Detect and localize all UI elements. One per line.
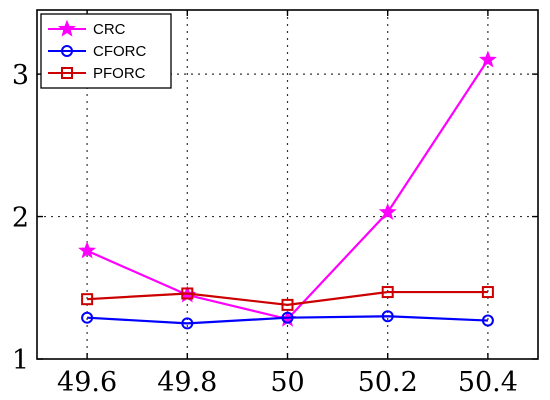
data-point-marker (181, 287, 194, 300)
y-tick-label: 1 (12, 345, 29, 376)
data-point-marker (381, 310, 394, 323)
series-line (87, 290, 488, 306)
series-line (87, 315, 488, 325)
legend-label: PFORC (93, 65, 146, 82)
x-tick-label: 50.4 (458, 367, 518, 398)
legend-label: CRC (93, 21, 126, 38)
axes: 49.6 49.8 50 50.2 50.4 1 2 3 (12, 10, 538, 398)
data-point-marker (81, 293, 94, 306)
series-pforc (81, 286, 494, 311)
legend: CRC CFORC PFORC (40, 13, 172, 89)
x-tick-label: 49.6 (57, 367, 117, 398)
x-tick-label: 50 (270, 367, 304, 398)
data-point-marker (478, 50, 497, 68)
legend-entry: CFORC (48, 43, 146, 60)
series-cforc (81, 310, 494, 330)
legend-entry: PFORC (48, 65, 146, 82)
legend-marker (61, 67, 73, 79)
data-point-marker (378, 202, 397, 220)
legend-marker (58, 19, 76, 37)
y-tick-label: 3 (12, 60, 29, 91)
y-tick-label: 2 (12, 203, 29, 234)
data-point-marker (181, 317, 194, 330)
x-tick-label: 50.2 (358, 367, 418, 398)
legend-marker (61, 45, 73, 57)
legend-label: CFORC (93, 43, 146, 60)
series-layer (78, 50, 497, 330)
series-line (86, 59, 489, 321)
data-point-marker (281, 298, 294, 311)
x-tick-label: 49.8 (157, 367, 217, 398)
data-point-marker (481, 286, 494, 299)
legend-entry: CRC (48, 19, 126, 38)
data-point-marker (281, 311, 294, 324)
data-point-marker (381, 286, 394, 299)
data-point-marker (78, 241, 97, 259)
data-point-marker (81, 311, 94, 324)
data-point-marker (481, 314, 494, 327)
